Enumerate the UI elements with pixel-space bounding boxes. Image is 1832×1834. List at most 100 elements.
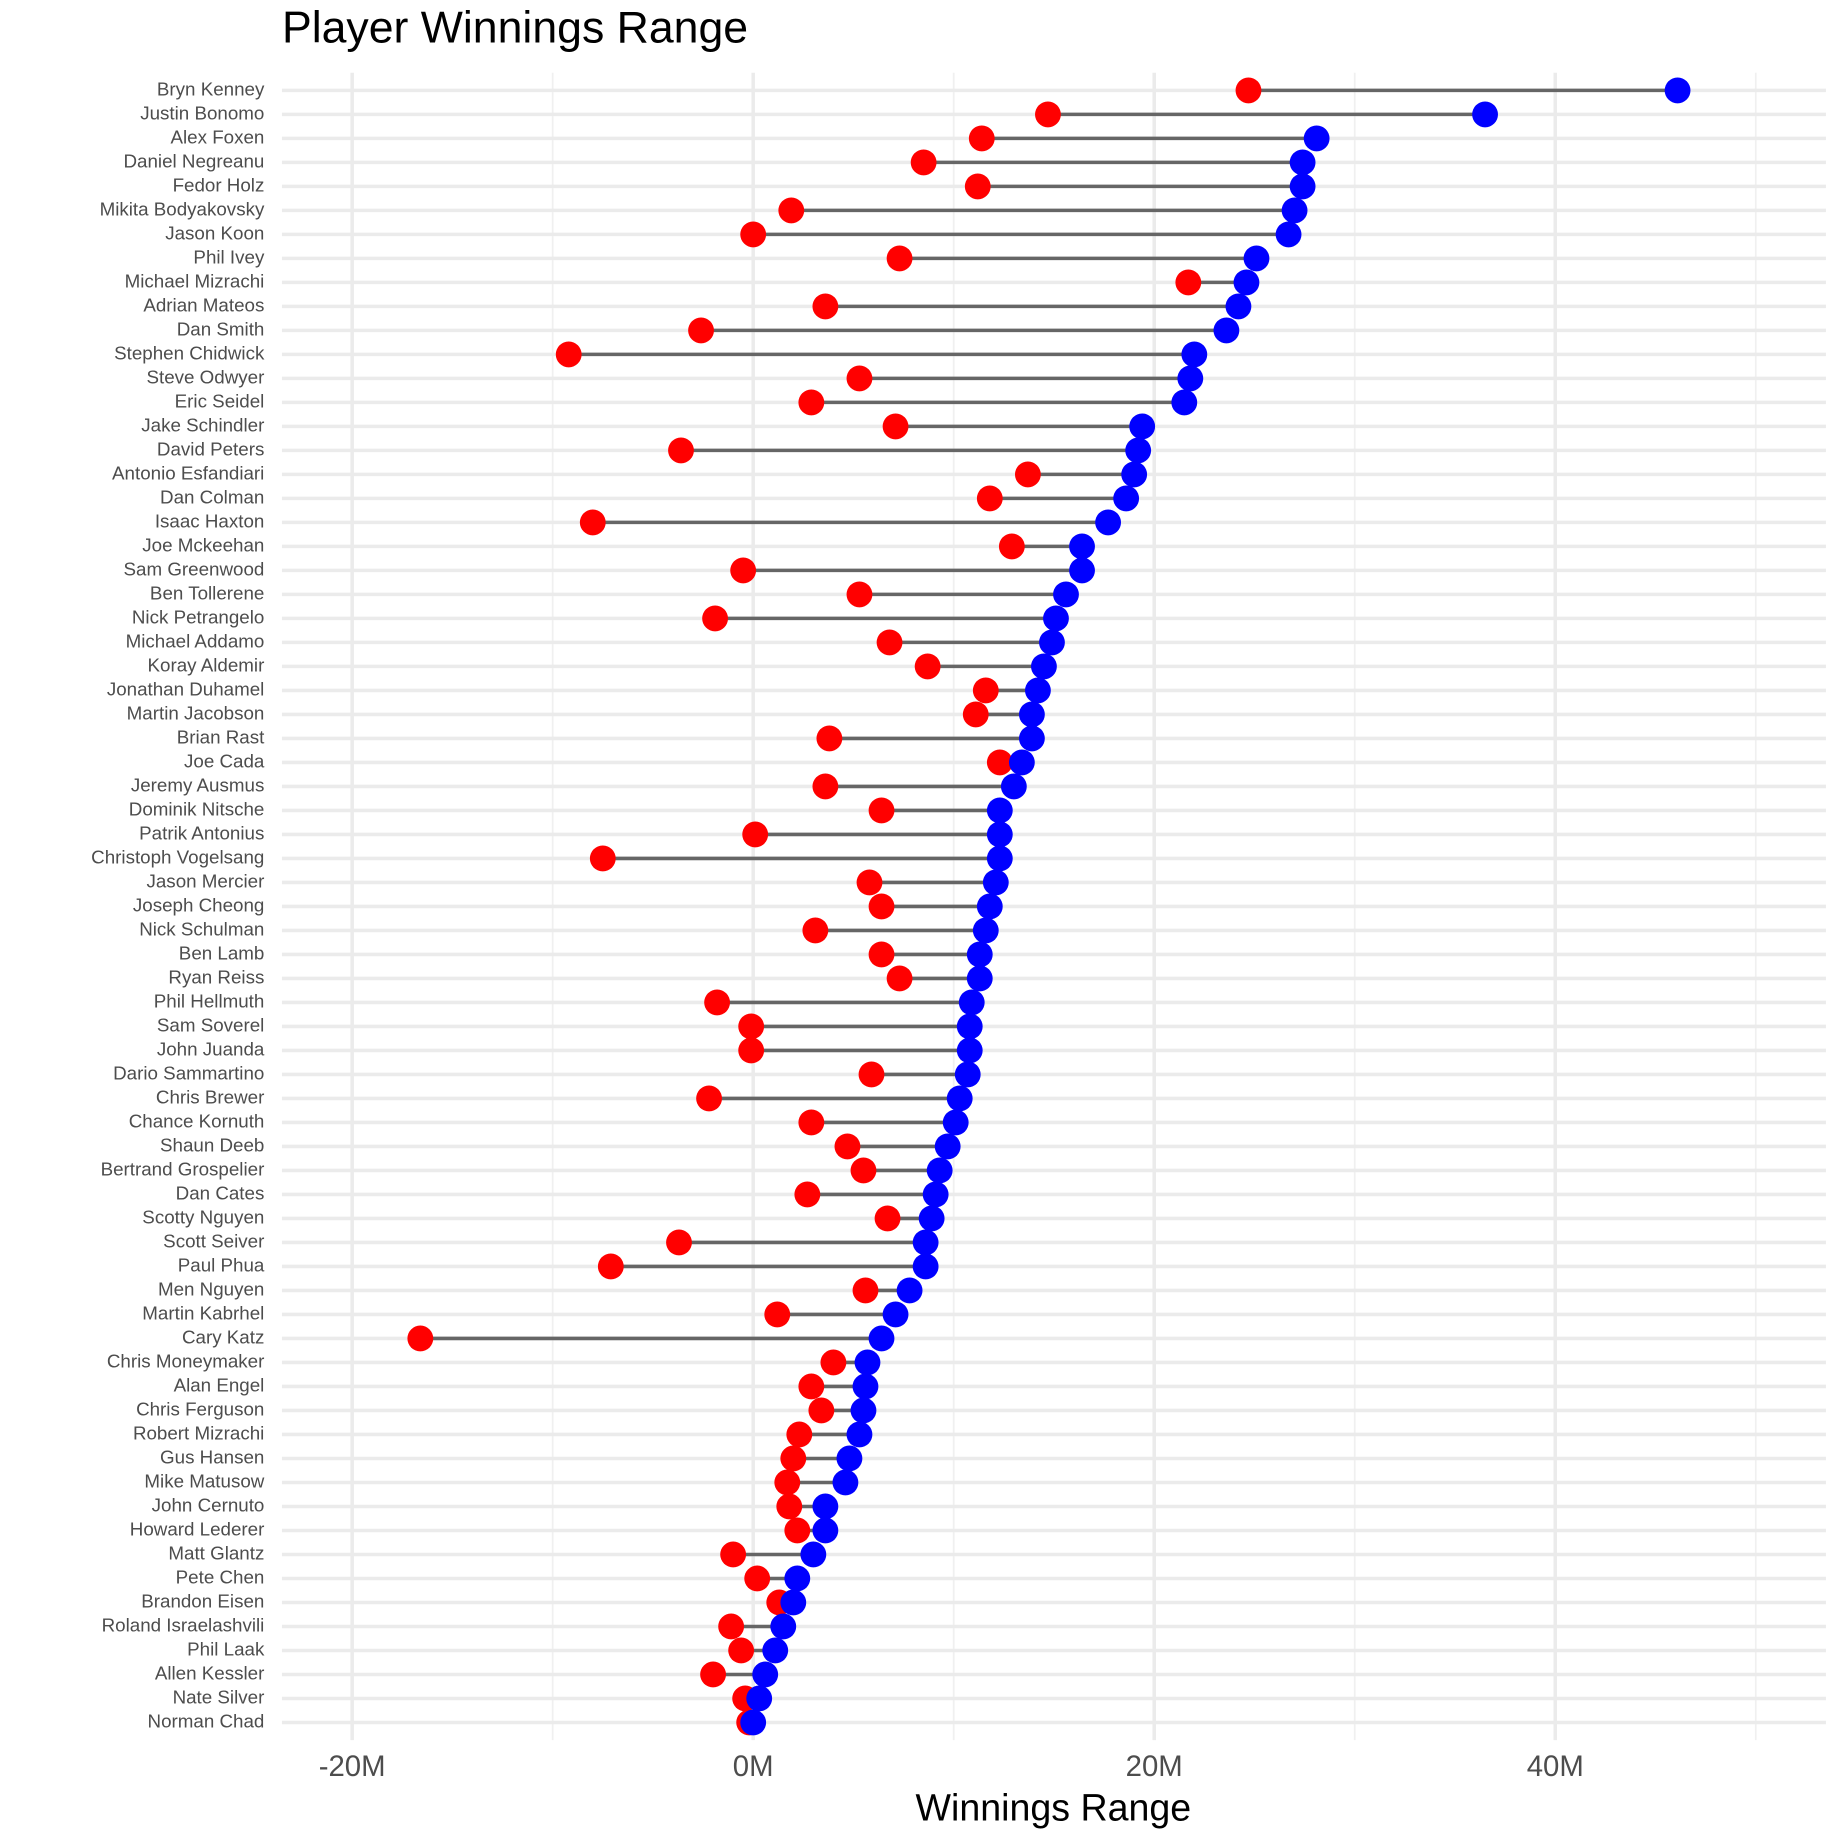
dot: [934, 1133, 961, 1160]
dot: [720, 1541, 747, 1568]
dot: [834, 1133, 861, 1160]
dot: [914, 653, 941, 680]
y-tick-label: Alex Foxen: [170, 126, 264, 147]
dot: [778, 197, 805, 224]
dot: [942, 1109, 969, 1136]
y-tick-label: Mike Matusow: [144, 1470, 264, 1491]
dot: [798, 1109, 825, 1136]
dot: [816, 725, 843, 752]
dot: [1171, 389, 1198, 416]
dot: [798, 389, 825, 416]
x-tick-label: 0M: [733, 1750, 774, 1783]
y-tick-label: Stephen Chidwick: [114, 342, 265, 363]
dot: [922, 1181, 949, 1208]
y-tick-label: Martin Kabrhel: [142, 1302, 264, 1323]
dot: [846, 581, 873, 608]
y-tick-label: Brian Rast: [177, 726, 265, 747]
y-tick-label: Nick Schulman: [139, 918, 264, 939]
y-tick-label: Daniel Negreanu: [124, 150, 265, 171]
y-tick-label: Jake Schindler: [141, 414, 264, 435]
y-tick-label: Koray Aldemir: [148, 654, 265, 675]
dot: [986, 845, 1013, 872]
dot: [798, 1373, 825, 1400]
y-tick-label: Dan Cates: [176, 1182, 265, 1203]
y-tick-label: Christoph Vogelsang: [91, 846, 264, 867]
dot: [986, 821, 1013, 848]
y-tick-label: John Juanda: [157, 1038, 265, 1059]
dot: [1069, 533, 1095, 560]
x-tick-label: 40M: [1527, 1750, 1584, 1783]
dot: [856, 869, 883, 896]
dot: [718, 1613, 745, 1640]
dot: [850, 1397, 877, 1424]
dot: [1303, 125, 1330, 152]
dot: [886, 245, 913, 272]
dot: [852, 1373, 879, 1400]
dot: [1664, 77, 1691, 104]
dot: [850, 1157, 877, 1184]
y-tick-label: Antonio Esfandiari: [112, 462, 264, 483]
dot: [1121, 461, 1148, 488]
dot: [738, 1013, 765, 1040]
y-tick-label: Fedor Holz: [173, 174, 265, 195]
dot: [852, 1277, 879, 1304]
y-tick-label: Dominik Nitsche: [129, 798, 265, 819]
dot: [1175, 269, 1202, 296]
dot: [968, 125, 995, 152]
dot: [812, 293, 839, 320]
dot: [1113, 485, 1140, 512]
dot: [1225, 293, 1252, 320]
dot: [918, 1205, 945, 1232]
y-tick-label: Allen Kessler: [155, 1662, 265, 1683]
y-tick-label: Phil Hellmuth: [154, 990, 265, 1011]
dot: [780, 1589, 807, 1616]
x-tick-label: 20M: [1126, 1750, 1183, 1783]
y-tick-label: Steve Odwyer: [146, 366, 264, 387]
dot: [962, 701, 989, 728]
y-tick-label: Sam Soverel: [157, 1014, 264, 1035]
dot: [555, 341, 582, 368]
dot: [738, 1037, 765, 1064]
dot: [912, 1229, 939, 1256]
dot: [742, 821, 769, 848]
dot: [589, 845, 616, 872]
dot: [730, 557, 757, 584]
dot: [700, 1661, 726, 1688]
dot: [1025, 677, 1051, 704]
dot: [982, 869, 1009, 896]
y-tick-label: Adrian Mateos: [143, 294, 264, 315]
dot: [846, 365, 873, 392]
dot: [882, 413, 909, 440]
dot: [882, 1301, 909, 1328]
dot: [874, 1205, 901, 1232]
dot: [954, 1061, 981, 1088]
dot: [579, 509, 606, 536]
y-tick-label: Gus Hansen: [160, 1446, 264, 1467]
dot: [688, 317, 714, 344]
dot: [1125, 437, 1152, 464]
dot: [1053, 581, 1079, 608]
dot: [740, 1709, 767, 1736]
y-tick-label: Sam Greenwood: [124, 558, 265, 579]
dot: [910, 149, 937, 176]
x-axis-title: Winnings Range: [916, 1786, 1192, 1828]
y-tick-label: Chris Moneymaker: [107, 1350, 264, 1371]
y-tick-label: Ryan Reiss: [168, 966, 264, 987]
y-tick-label: Isaac Haxton: [155, 510, 265, 531]
dot: [958, 989, 985, 1016]
dot: [666, 1229, 692, 1256]
y-tick-label: Michael Addamo: [126, 630, 265, 651]
y-tick-label: Pete Chen: [176, 1566, 265, 1587]
dot: [802, 917, 829, 944]
dot: [1129, 413, 1156, 440]
y-tick-label: Michael Mizrachi: [125, 270, 265, 291]
dot: [1472, 101, 1498, 128]
y-tick-label: Jason Koon: [165, 222, 264, 243]
dot: [1000, 773, 1027, 800]
dot: [696, 1085, 722, 1112]
dot: [746, 1685, 773, 1712]
y-tick-label: Dan Smith: [177, 318, 265, 339]
